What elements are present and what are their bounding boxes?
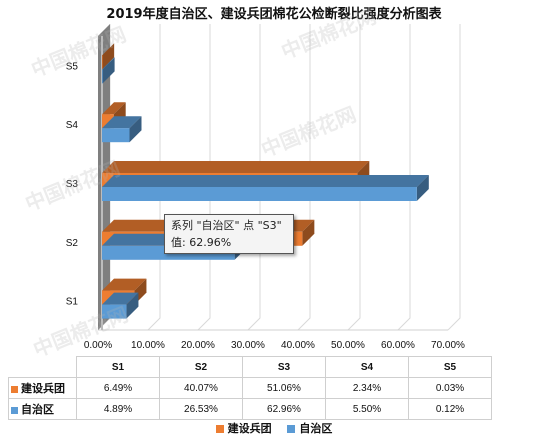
- table-cell: 26.53%: [159, 398, 243, 420]
- bar-top: [102, 57, 115, 70]
- category-label: S3: [66, 179, 79, 190]
- category-labels: S5 S4 S3 S2 S1: [66, 61, 79, 307]
- table-header: S5: [408, 356, 492, 378]
- category-label: S2: [66, 238, 79, 249]
- bar: [102, 304, 127, 319]
- bar-side: [126, 292, 139, 319]
- bar: [102, 69, 103, 84]
- table-header: S4: [325, 356, 409, 378]
- gridline: [347, 24, 361, 331]
- x-tick-labels: 0.00% 10.00% 20.00% 30.00% 40.00% 50.00% 60.00…: [84, 340, 465, 351]
- table-row: 建设兵团 6.49% 40.07% 51.06% 2.34% 0.03%: [8, 377, 492, 399]
- row-label: 自治区: [21, 404, 54, 416]
- table-row: 自治区 4.89% 26.53% 62.96% 5.50% 0.12%: [8, 398, 492, 420]
- series-swatch: [11, 385, 18, 393]
- table-cell: 40.07%: [159, 377, 243, 399]
- table-header: S2: [159, 356, 243, 378]
- bar-side: [302, 219, 315, 246]
- table-cell: 0.12%: [408, 398, 492, 420]
- legend-swatch: [287, 425, 296, 433]
- bar-side: [416, 175, 429, 201]
- row-label: 建设兵团: [21, 383, 65, 395]
- x-tick-label: 60.00%: [381, 340, 415, 351]
- gridline: [197, 24, 211, 331]
- tooltip-value: 值: 62.96%: [171, 236, 232, 249]
- bar-top: [102, 175, 429, 187]
- bar: [102, 55, 103, 70]
- bar-side: [129, 116, 142, 143]
- x-tick-label: 50.00%: [331, 340, 365, 351]
- legend-label: 建设兵团: [227, 422, 272, 435]
- bar-top: [102, 292, 139, 305]
- bar-top: [102, 43, 115, 56]
- data-table: S1 S2 S3 S4 S5 建设兵团 6.49% 40.07% 51.06% …: [8, 356, 492, 420]
- category-label: S1: [66, 297, 79, 308]
- bar-top: [102, 278, 147, 291]
- x-tick-label: 70.00%: [431, 340, 465, 351]
- bar: [102, 187, 417, 201]
- gridline: [147, 24, 161, 331]
- category-label: S5: [66, 61, 79, 72]
- table-cell: 6.49%: [76, 377, 160, 399]
- gridline: [297, 24, 311, 331]
- x-tick-label: 0.00%: [84, 340, 112, 351]
- table-cell: 5.50%: [325, 398, 409, 420]
- legend-swatch: [215, 425, 224, 433]
- legend-item: 建设兵团: [215, 420, 272, 436]
- gridline: [247, 24, 261, 331]
- table-header: S3: [242, 356, 326, 378]
- bars: [102, 43, 429, 319]
- category-label: S4: [66, 120, 79, 131]
- bar-side: [102, 43, 115, 70]
- tooltip: 系列 "自治区" 点 "S3" 值: 62.96%: [164, 214, 294, 254]
- legend-label: 自治区: [299, 422, 333, 435]
- x-tick-label: 40.00%: [281, 340, 315, 351]
- gridline: [447, 24, 461, 331]
- x-tick-label: 20.00%: [181, 340, 215, 351]
- table-header: S1: [76, 356, 160, 378]
- bar-side: [102, 57, 115, 84]
- series-swatch: [11, 406, 18, 414]
- bar: [102, 114, 114, 129]
- tooltip-series: 系列 "自治区" 点 "S3": [171, 219, 282, 232]
- bar-top: [102, 161, 370, 173]
- x-tick-label: 10.00%: [131, 340, 165, 351]
- bar: [102, 128, 130, 143]
- table-cell: 51.06%: [242, 377, 326, 399]
- chart-title: 2019年度自治区、建设兵团棉花公检断裂比强度分析图表: [106, 6, 442, 22]
- table-cell: 62.96%: [242, 398, 326, 420]
- legend-item: 自治区: [287, 420, 332, 436]
- bar-top: [102, 102, 126, 115]
- gridline: [397, 24, 411, 331]
- table-cell: 2.34%: [325, 377, 409, 399]
- x-tick-label: 30.00%: [231, 340, 265, 351]
- table-cell: 0.03%: [408, 377, 492, 399]
- bar-top: [102, 116, 142, 129]
- legend: 建设兵团 自治区: [0, 420, 548, 436]
- table-cell: 4.89%: [76, 398, 160, 420]
